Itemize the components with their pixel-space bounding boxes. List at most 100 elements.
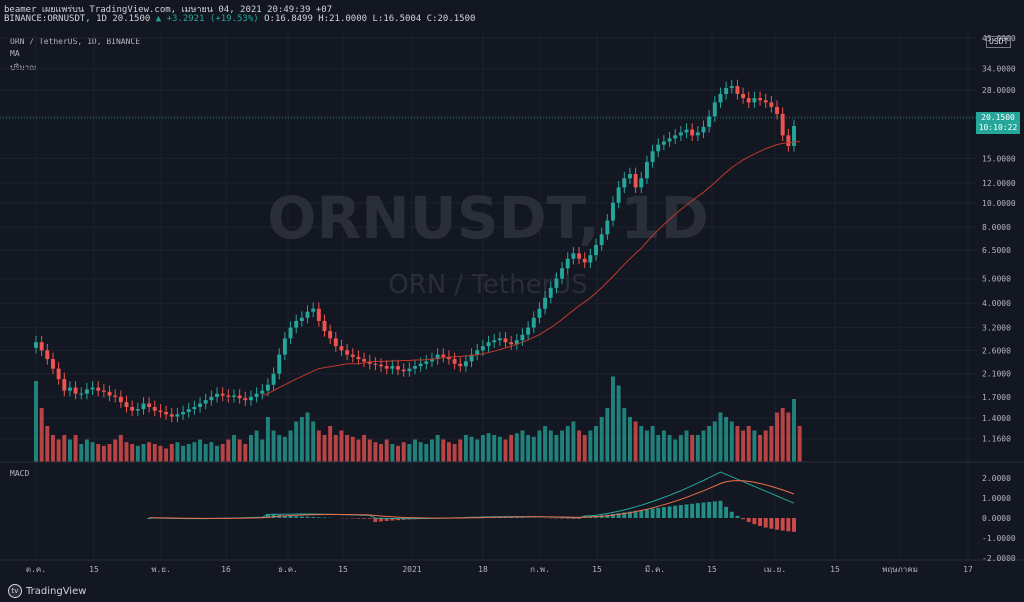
macd-histogram-bar xyxy=(616,513,621,518)
volume-bar xyxy=(333,435,338,462)
time-tick-label: 16 xyxy=(221,565,231,574)
candle-body xyxy=(735,86,740,94)
volume-bar xyxy=(758,435,763,462)
time-tick-label: 15 xyxy=(89,565,99,574)
volume-bar xyxy=(203,444,208,462)
volume-legend[interactable]: ปริมาณ xyxy=(10,63,37,72)
macd-histogram-bar xyxy=(741,518,746,520)
ma-legend[interactable]: MA xyxy=(10,49,20,58)
price-tick-label: 2.1000 xyxy=(982,370,1011,379)
macd-histogram-bar xyxy=(282,515,287,518)
volume-bar xyxy=(480,435,485,462)
time-axis: ต.ค. 15 พ.ย. 16 ธ.ค. 15 2021 18 ก.พ. 15 มี.ค. 15 เม.… xyxy=(26,565,973,574)
price-tick-label: 28.0000 xyxy=(982,86,1016,95)
macd-histogram-bar xyxy=(311,517,316,518)
volume-bar xyxy=(226,439,231,462)
time-tick-label: พฤษภาคม xyxy=(882,565,918,574)
volume-bar xyxy=(62,435,67,462)
volume-bar xyxy=(39,408,44,462)
macd-scale: 2.0000 1.0000 0.0000 -1.0000 -2.0000 xyxy=(982,474,1016,563)
macd-tick-label: -2.0000 xyxy=(982,554,1016,563)
candle-body xyxy=(514,340,519,345)
volume-bar xyxy=(350,436,355,462)
candle-body xyxy=(520,334,525,341)
candle-body xyxy=(260,390,265,394)
volume-bar xyxy=(84,439,89,462)
macd-histogram-bar xyxy=(656,507,661,518)
tradingview-logo[interactable]: tv TradingView xyxy=(8,584,86,598)
candle-body xyxy=(311,308,316,312)
volume-bar xyxy=(67,439,72,462)
macd-histogram-bar xyxy=(509,517,514,518)
candle-body xyxy=(232,395,236,397)
volume-bar xyxy=(90,442,95,462)
currency-label[interactable]: USDT xyxy=(986,36,1012,48)
candle-body xyxy=(322,320,327,332)
candle-body xyxy=(390,366,395,369)
volume-bar xyxy=(356,439,361,462)
candle-body xyxy=(599,234,604,246)
volume-bar xyxy=(407,444,412,462)
volume-bar xyxy=(101,445,106,462)
volume-bar xyxy=(124,442,129,462)
price-tick-label: 5.0000 xyxy=(982,275,1011,284)
candle-body xyxy=(288,327,293,339)
macd-histogram-bar xyxy=(780,518,785,531)
macd-histogram-bar xyxy=(622,512,627,518)
candle-body xyxy=(724,88,729,94)
candle-body xyxy=(554,278,559,288)
candle-body xyxy=(577,253,582,259)
volume-bar xyxy=(548,430,553,462)
candle-body xyxy=(452,359,457,364)
macd-histogram-bar xyxy=(396,518,400,521)
volume-bar xyxy=(51,435,55,462)
candle-body xyxy=(690,129,695,136)
candle-body xyxy=(497,338,502,341)
macd-histogram-bar xyxy=(560,518,565,519)
macd-histogram-bar xyxy=(667,506,672,518)
volume-bar xyxy=(797,426,802,462)
volume-bar xyxy=(718,412,723,462)
time-tick-label: 18 xyxy=(478,565,488,574)
macd-tick-label: 1.0000 xyxy=(982,494,1011,503)
macd-histogram-bar xyxy=(503,517,508,518)
time-tick-label: พ.ย. xyxy=(151,565,171,574)
candle-body xyxy=(786,135,791,146)
volume-bar xyxy=(299,417,304,462)
price-change: ▲ +3.2921 (+19.53%) xyxy=(155,14,259,24)
volume-bar xyxy=(152,444,157,462)
price-tick-label: 8.0000 xyxy=(982,223,1011,232)
candle-body xyxy=(548,287,553,298)
candle-body xyxy=(712,102,717,117)
volume-bar xyxy=(763,430,768,462)
macd-legend[interactable]: MACD xyxy=(10,469,30,478)
candle-body xyxy=(67,387,72,391)
volume-bar xyxy=(118,435,123,462)
macd-histogram-bar xyxy=(701,502,706,518)
volume-bar xyxy=(571,421,576,462)
volume-bar xyxy=(362,435,367,462)
candle-body xyxy=(509,342,514,345)
macd-histogram-bar xyxy=(775,518,779,530)
candle-body xyxy=(594,245,598,256)
candle-body xyxy=(90,387,95,390)
volume-bar xyxy=(684,430,689,462)
macd-histogram-bar xyxy=(571,518,576,519)
macd-histogram-bar xyxy=(611,513,615,518)
candle-body xyxy=(458,363,463,367)
volume-bar xyxy=(780,408,785,462)
volume-bar xyxy=(181,445,186,462)
candle-body xyxy=(209,396,214,401)
macd-histogram-bar xyxy=(650,508,655,518)
symbol-price: BINANCE:ORNUSDT, 1D 20.1500 xyxy=(4,14,151,24)
macd-histogram-bar xyxy=(362,518,367,519)
tradingview-icon: tv xyxy=(8,584,22,598)
candle-body xyxy=(571,253,576,259)
price-scale: 45.000034.000028.000022.000015.000012.00… xyxy=(982,34,1016,444)
volume-bar xyxy=(458,439,463,462)
candle-body xyxy=(237,395,242,399)
candle-body xyxy=(345,350,350,355)
volume-bar xyxy=(215,445,219,462)
volume-bar xyxy=(633,421,638,462)
